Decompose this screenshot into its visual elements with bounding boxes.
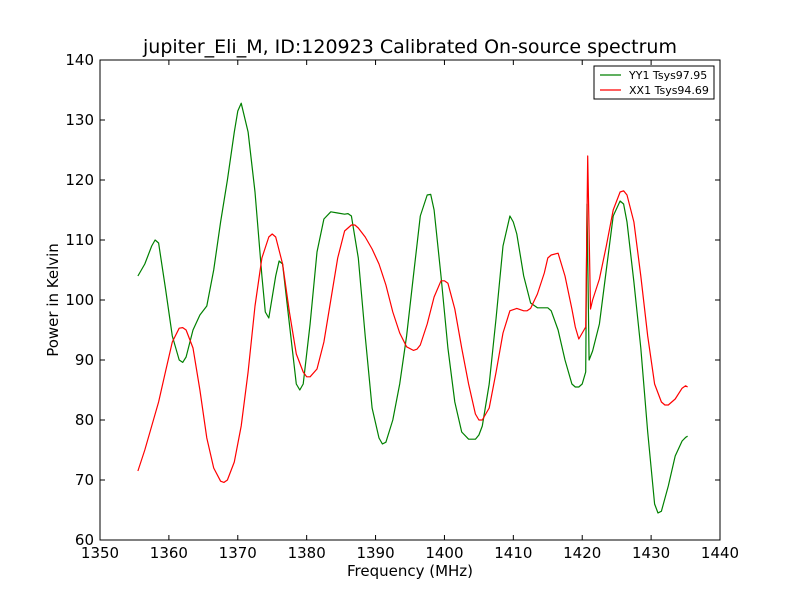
y-tick-label: 120	[65, 171, 94, 189]
x-tick-label: 1360	[150, 544, 188, 562]
x-tick-label: 1370	[219, 544, 257, 562]
legend-label-xx1: XX1 Tsys94.69	[629, 84, 709, 97]
legend-box	[593, 65, 715, 100]
x-tick-label: 1400	[425, 544, 463, 562]
legend: YY1 Tsys97.95 XX1 Tsys94.69	[593, 65, 715, 100]
chart-title: jupiter_Eli_M, ID:120923 Calibrated On-s…	[142, 36, 677, 58]
y-tick-label: 90	[75, 351, 94, 369]
x-tick-label: 1390	[356, 544, 394, 562]
y-tick-label: 110	[65, 231, 94, 249]
x-tick-label: 1430	[632, 544, 670, 562]
x-tick-label: 1380	[288, 544, 326, 562]
y-tick-label: 100	[65, 291, 94, 309]
x-axis: 1350 1360 1370 1380 1390 1400 1410 1420 1430 1440	[81, 60, 739, 562]
y-axis: 60 70 80 90 100 110 120 130 140	[65, 51, 720, 549]
y-tick-label: 140	[65, 51, 94, 69]
x-tick-label: 1410	[494, 544, 532, 562]
x-tick-label: 1420	[563, 544, 601, 562]
y-tick-label: 70	[75, 471, 94, 489]
y-tick-label: 60	[75, 531, 94, 549]
series-line-xx1	[137, 155, 688, 483]
y-axis-label: Power in Kelvin	[44, 243, 62, 357]
x-tick-label: 1350	[81, 544, 119, 562]
series-layer	[137, 102, 688, 514]
x-tick-label: 1440	[701, 544, 739, 562]
y-tick-label: 130	[65, 111, 94, 129]
x-axis-label: Frequency (MHz)	[347, 562, 473, 580]
series-line-yy1	[137, 102, 688, 514]
legend-label-yy1: YY1 Tsys97.95	[628, 69, 707, 82]
y-tick-label: 80	[75, 411, 94, 429]
